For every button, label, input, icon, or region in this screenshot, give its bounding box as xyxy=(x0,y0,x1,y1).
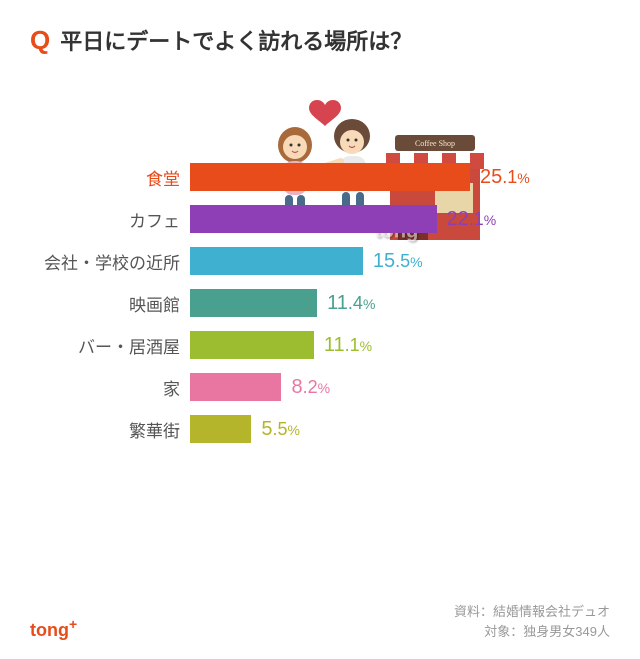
bar-label: 繁華街 xyxy=(30,417,190,442)
bar-track: 8.2% xyxy=(190,373,610,401)
bar-track: 5.5% xyxy=(190,415,610,443)
tong-logo: tong+ xyxy=(30,616,77,641)
bar-value: 11.4% xyxy=(327,292,375,315)
bar-track: 22.1% xyxy=(190,205,610,233)
bar-track: 15.5% xyxy=(190,247,610,275)
bar-label: 映画館 xyxy=(30,291,190,316)
bar-track: 11.1% xyxy=(190,331,610,359)
bar-value: 22.1% xyxy=(447,208,497,231)
source-note: 資料：結婚情報会社デュオ 対象：独身男女349人 xyxy=(454,602,610,641)
source-line: 対象：独身男女349人 xyxy=(454,622,610,642)
bar-label: 会社・学校の近所 xyxy=(30,249,190,274)
question-title: 平日にデートでよく訪れる場所は？ xyxy=(60,24,412,56)
bar-row: 会社・学校の近所 15.5% xyxy=(30,240,610,282)
bar-label: カフェ xyxy=(30,207,190,232)
bar-value: 15.5% xyxy=(373,250,423,273)
question-header: Q 平日にデートでよく訪れる場所は？ xyxy=(30,24,610,56)
bar-row: バー・居酒屋 11.1% xyxy=(30,324,610,366)
bar-value: 11.1% xyxy=(324,334,372,357)
heart-icon xyxy=(309,100,341,126)
bar xyxy=(190,163,470,191)
q-mark: Q xyxy=(30,25,50,56)
bar-label: 食堂 xyxy=(30,165,190,190)
bar-row: 繁華街 5.5% xyxy=(30,408,610,450)
shop-sign-text: Coffee Shop xyxy=(415,139,455,148)
bar-value: 5.5% xyxy=(261,418,300,441)
bar-value: 25.1% xyxy=(480,166,530,189)
bar-track: 25.1% xyxy=(190,163,610,191)
bar xyxy=(190,247,363,275)
bar xyxy=(190,289,317,317)
bar-row: 映画館 11.4% xyxy=(30,282,610,324)
bar-label: バー・居酒屋 xyxy=(30,333,190,358)
bar xyxy=(190,415,251,443)
bar-value: 8.2% xyxy=(291,376,330,399)
bar xyxy=(190,205,437,233)
bar xyxy=(190,373,281,401)
bar-row: 家 8.2% xyxy=(30,366,610,408)
bar-label: 家 xyxy=(30,375,190,400)
source-line: 資料：結婚情報会社デュオ xyxy=(454,602,610,622)
bar xyxy=(190,331,314,359)
bar-track: 11.4% xyxy=(190,289,610,317)
